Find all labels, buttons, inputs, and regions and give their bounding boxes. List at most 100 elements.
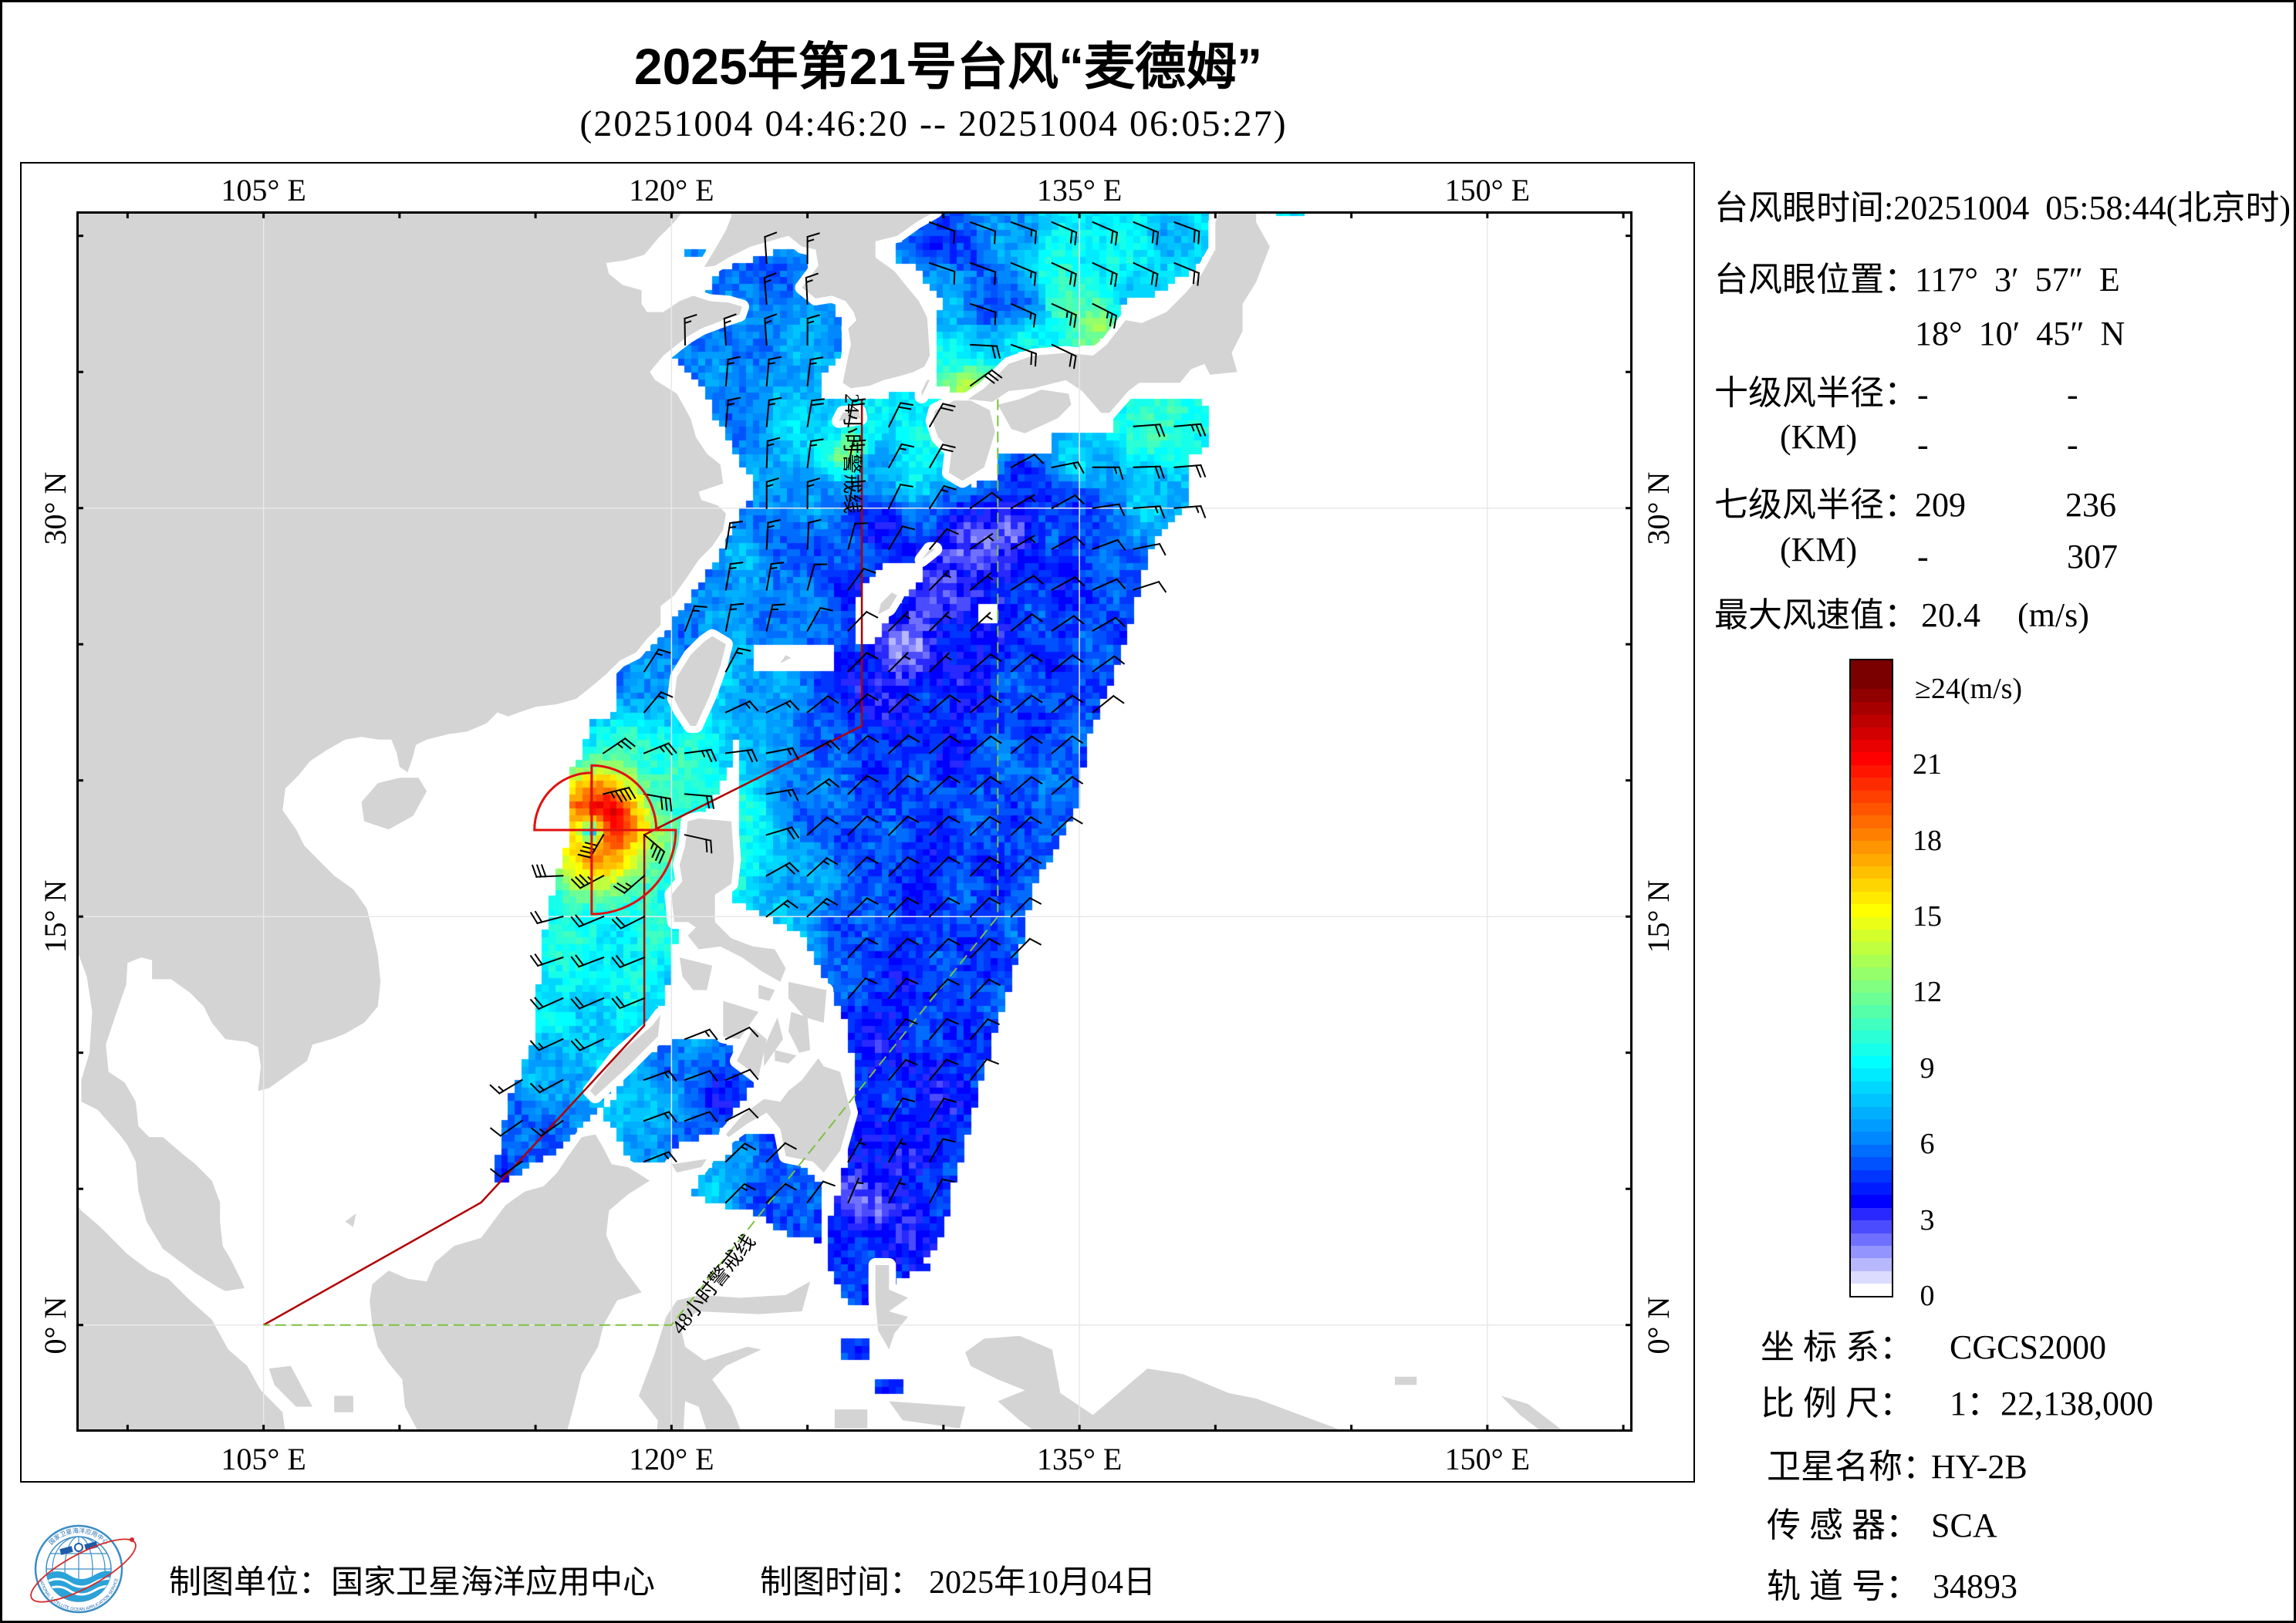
wind-barb bbox=[570, 874, 605, 889]
wind-barb bbox=[1010, 453, 1045, 469]
wind-barb bbox=[847, 815, 879, 836]
wind-barb bbox=[684, 1028, 718, 1041]
nsoas-logo: 国家卫星海洋应用中心 NATIONAL SATELLITE OCEAN APPL… bbox=[30, 1524, 137, 1614]
wind-barb bbox=[1010, 612, 1043, 633]
wind-barb bbox=[806, 518, 822, 550]
colorbar-tick-label: 21 bbox=[1913, 748, 1942, 781]
land-masbate bbox=[758, 984, 775, 1001]
wind-barb bbox=[489, 1119, 523, 1137]
wind-barb bbox=[1010, 855, 1042, 877]
production-time-value: 2025年10月04日 bbox=[929, 1565, 1156, 1601]
wind-barb bbox=[887, 1058, 918, 1081]
radius-7-nw: 209 bbox=[1915, 486, 1966, 524]
wind-barb bbox=[928, 977, 960, 1000]
wind-barb bbox=[764, 313, 778, 346]
wind-barb bbox=[765, 477, 779, 509]
producer-name: 国家卫星海洋应用中心 bbox=[331, 1565, 656, 1601]
wind-barb bbox=[724, 1183, 757, 1204]
wind-barb bbox=[724, 562, 744, 591]
land-okinawa bbox=[878, 592, 897, 615]
wind-barb bbox=[847, 398, 866, 427]
wind-barb bbox=[764, 231, 778, 265]
wind-barb bbox=[1051, 262, 1078, 287]
radius-10-sw: - bbox=[1917, 426, 1929, 464]
wind-barb bbox=[887, 734, 920, 754]
wind-radius-7-ne bbox=[590, 764, 658, 832]
wind-barb bbox=[969, 896, 1001, 918]
wind-barb bbox=[1133, 465, 1165, 479]
colorbar-bin bbox=[1851, 1245, 1892, 1259]
wind-barb bbox=[847, 937, 879, 959]
wind-barb bbox=[847, 693, 879, 714]
colorbar-bin bbox=[1851, 1233, 1892, 1246]
orbit-ellipse-icon bbox=[30, 1538, 137, 1603]
wind-barb bbox=[724, 647, 751, 673]
wind-barb bbox=[684, 1069, 718, 1082]
colorbar-bin bbox=[1851, 815, 1892, 828]
land-palawan bbox=[589, 1014, 661, 1097]
radius-10-nw: - bbox=[1917, 376, 1929, 413]
wind-barb bbox=[602, 786, 636, 803]
wind-barb bbox=[969, 1058, 999, 1081]
wind-barb bbox=[570, 996, 605, 1010]
wind-barb bbox=[928, 855, 961, 877]
wind-barb bbox=[577, 833, 605, 859]
colorbar-bin bbox=[1851, 865, 1892, 879]
land-mindanao bbox=[725, 1058, 851, 1173]
wind-barb bbox=[847, 774, 879, 795]
lat-label-left: 0° N bbox=[38, 1296, 73, 1355]
colorbar-bin bbox=[1851, 1257, 1892, 1271]
wind-barb bbox=[1092, 302, 1118, 329]
colorbar-bin bbox=[1851, 903, 1892, 917]
scale-label: 比 例 尺： bbox=[1761, 1385, 1913, 1422]
wind-barb bbox=[969, 491, 1003, 510]
wind-barb bbox=[1010, 896, 1042, 918]
colorbar-tick-label: 9 bbox=[1920, 1051, 1935, 1085]
colorbar-bin bbox=[1851, 1220, 1892, 1233]
colorbar-tick-label: ≥24(m/s) bbox=[1915, 672, 2023, 705]
wind-barb bbox=[611, 954, 646, 969]
max-wind-value: 20.4 bbox=[1921, 596, 1980, 634]
map-overlay: 24小时警戒线 48小时警戒线 bbox=[76, 211, 1633, 1432]
wind-barb bbox=[969, 221, 997, 245]
wind-barb bbox=[724, 1026, 759, 1041]
wind-barb bbox=[928, 734, 961, 754]
land-cebu bbox=[764, 1017, 783, 1067]
radius-7-unit: (KM) bbox=[1780, 531, 1858, 569]
wind-barb bbox=[970, 343, 1001, 359]
wind-barb bbox=[806, 314, 820, 346]
land-bohol bbox=[775, 1050, 797, 1064]
wind-barb bbox=[724, 700, 759, 714]
lon-label-top: 150° E bbox=[1444, 173, 1531, 208]
wind-field-map: 24小时警戒线 48小时警戒线 bbox=[76, 211, 1633, 1432]
warning-line-48h bbox=[263, 399, 999, 1326]
wind-barb bbox=[1133, 505, 1166, 519]
eye-latitude: 18° 10′ 45″ N bbox=[1915, 315, 2125, 353]
wind-barb bbox=[602, 737, 636, 754]
wind-barb bbox=[887, 401, 914, 428]
orbit-dot-icon bbox=[130, 1537, 134, 1542]
wind-barb bbox=[1092, 655, 1126, 673]
radius-10-ne: - bbox=[2067, 376, 2078, 413]
land-samar bbox=[788, 981, 827, 1023]
map-panel-frame bbox=[20, 162, 1695, 1483]
colorbar-bin bbox=[1851, 941, 1892, 955]
colorbar-bin bbox=[1851, 1093, 1892, 1107]
wind-barb bbox=[1010, 343, 1038, 367]
sensor-value: SCA bbox=[1931, 1507, 1997, 1544]
wind-barb bbox=[765, 826, 800, 840]
wind-barb bbox=[928, 774, 961, 795]
wind-barb bbox=[806, 816, 839, 836]
colorbar-bin bbox=[1851, 1270, 1892, 1284]
wind-barb bbox=[1051, 694, 1084, 714]
wind-barb bbox=[928, 896, 961, 918]
colorbar-tick-label: 0 bbox=[1920, 1280, 1935, 1312]
colorbar-bin-max bbox=[1851, 660, 1892, 690]
wind-barb bbox=[765, 700, 800, 714]
radius-7-se: 307 bbox=[2067, 538, 2118, 575]
land-buru bbox=[834, 1409, 868, 1429]
wind-barb bbox=[847, 522, 868, 550]
wind-barb bbox=[684, 834, 713, 854]
land-sumatra bbox=[76, 1204, 285, 1432]
